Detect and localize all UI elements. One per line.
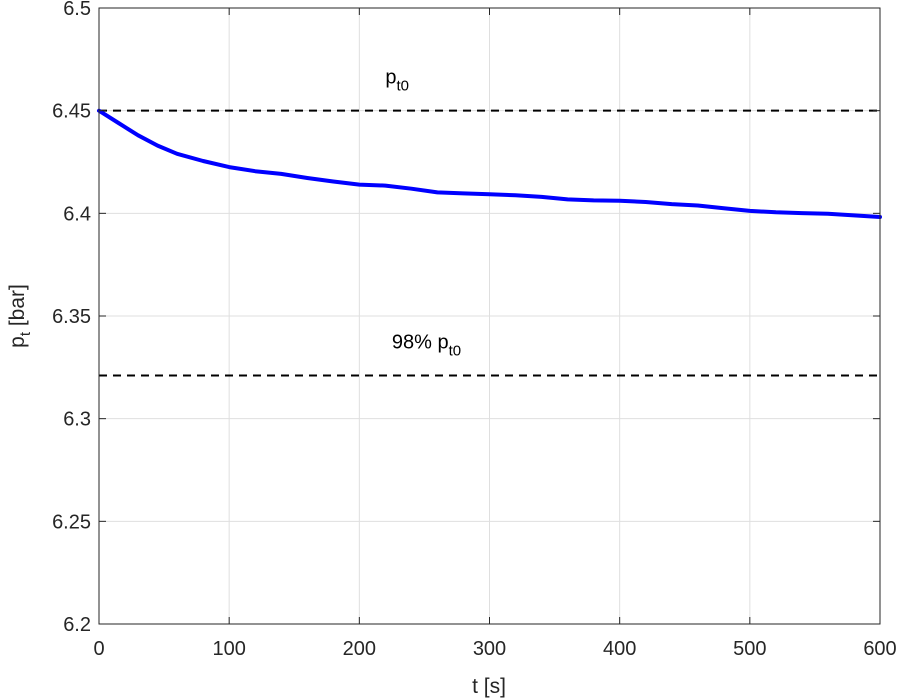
x-tick-label: 300: [473, 638, 506, 660]
reference-lines: [99, 109, 880, 377]
y-axis-label-main: p: [6, 336, 29, 348]
x-tick-label: 600: [863, 638, 896, 660]
y-axis-label-rest: [bar]: [6, 284, 29, 332]
series-line: [97, 108, 882, 219]
x-axis-label: t [s]: [472, 675, 506, 698]
x-tick-label: 400: [603, 638, 636, 660]
x-tick-label: 0: [93, 638, 104, 660]
y-tick-label: 6.25: [52, 511, 91, 533]
y-tick-label: 6.3: [63, 409, 91, 431]
y-tick-label: 6.35: [52, 306, 91, 328]
y-axis-label-sub: t: [17, 331, 34, 336]
y-tick-label: 6.5: [63, 0, 91, 20]
x-tick-label: 100: [212, 638, 245, 660]
x-tick-label: 500: [733, 638, 766, 660]
grid: [98, 7, 881, 625]
reference-label-prefix: 98%: [392, 332, 438, 354]
reference-line-label: 98% pt0: [392, 332, 461, 360]
y-tick-label: 6.45: [52, 101, 91, 123]
reference-label-sub: t0: [396, 78, 409, 95]
x-tick-label: 200: [343, 638, 376, 660]
y-axis-label: pt [bar]: [6, 284, 34, 348]
series-group: [97, 108, 882, 219]
y-ticks: 6.2 6.25 6.3 6.35 6.4 6.45 6.5: [52, 0, 880, 636]
y-tick-label: 6.2: [63, 614, 91, 636]
y-tick-label: 6.4: [63, 203, 91, 225]
reference-label-main: p: [385, 67, 396, 89]
reference-label-sub: t0: [449, 343, 462, 360]
x-ticks: 0 100 200 300 400 500 600: [93, 8, 897, 660]
reference-line-label: pt0: [385, 67, 409, 95]
reference-label-main: p: [437, 332, 448, 354]
